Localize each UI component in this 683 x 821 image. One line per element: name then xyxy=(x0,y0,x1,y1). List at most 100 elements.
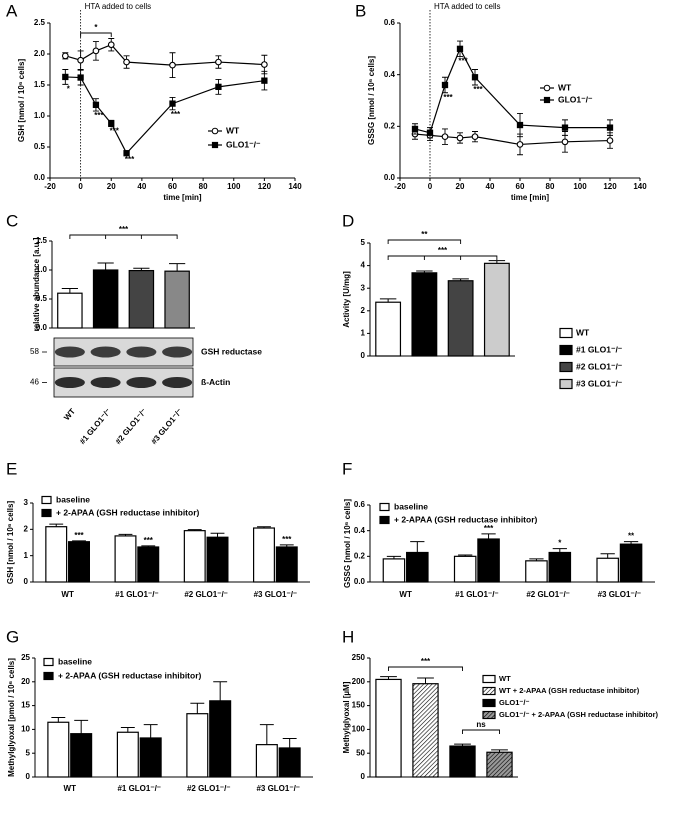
y-tick-label: 0.0 xyxy=(36,323,48,332)
y-tick-label: 0.5 xyxy=(34,142,46,151)
point xyxy=(561,138,569,146)
bar xyxy=(186,713,209,778)
y-tick-label: 2 xyxy=(24,524,29,533)
legend-swatch xyxy=(482,674,496,684)
significance: *** xyxy=(94,111,104,120)
legend-label: baseline xyxy=(394,501,428,511)
legend-label: GLO1⁻/⁻ xyxy=(558,94,593,104)
bracket xyxy=(387,239,462,244)
legend-label: WT xyxy=(499,674,511,683)
point xyxy=(62,73,69,81)
y-tick-label: 1.0 xyxy=(34,111,46,120)
legend-swatch xyxy=(559,344,573,356)
legend-label: baseline xyxy=(58,656,92,666)
y-tick-label: 4 xyxy=(361,261,366,270)
error-bar xyxy=(97,262,114,270)
blot-label: ß-Actin xyxy=(201,377,230,387)
y-tick-label: 250 xyxy=(352,653,366,662)
x-tick-label: #2 GLO1⁻/⁻ xyxy=(526,590,570,599)
y-tick-label: 10 xyxy=(21,725,30,734)
significance: *** xyxy=(473,85,483,94)
annotation: HTA added to cells xyxy=(434,2,501,11)
panel-letter: B xyxy=(355,1,366,20)
legend-swatch xyxy=(43,671,54,681)
panel-letter: G xyxy=(6,627,19,646)
significance: *** xyxy=(110,127,120,136)
y-tick-label: 1.0 xyxy=(36,265,48,274)
legend-label: WT xyxy=(558,82,572,92)
point xyxy=(471,74,479,81)
y-tick-label: 1 xyxy=(24,551,29,560)
bar xyxy=(525,560,548,583)
legend-swatch xyxy=(482,698,496,708)
bar xyxy=(406,551,429,583)
y-tick-label: 200 xyxy=(352,677,366,686)
significance: *** xyxy=(458,57,468,66)
bar xyxy=(453,555,477,583)
panel-letter: A xyxy=(6,1,18,20)
point xyxy=(456,134,464,142)
blot-band xyxy=(54,377,85,388)
x-tick-label: 0 xyxy=(78,182,83,191)
series-line xyxy=(414,47,610,134)
x-tick-label: #3 GLO1⁻/⁻ xyxy=(598,590,642,599)
point xyxy=(561,124,569,131)
legend-label: #1 GLO1⁻/⁻ xyxy=(576,344,623,354)
x-tick-label: 20 xyxy=(456,182,465,191)
significance: *** xyxy=(74,531,84,540)
y-tick-label: 100 xyxy=(352,725,366,734)
bar xyxy=(137,546,160,583)
y-tick-label: 1.5 xyxy=(34,80,46,89)
bracket xyxy=(80,32,112,37)
y-tick-label: 0.6 xyxy=(354,500,366,509)
panel-letter: C xyxy=(6,211,18,230)
bar xyxy=(57,292,83,329)
annotation: HTA added to cells xyxy=(85,2,152,11)
legend-label: baseline xyxy=(56,494,90,504)
y-tick-label: 0.2 xyxy=(354,551,366,560)
bar xyxy=(255,744,278,778)
y-axis-label: GSH [nmol / 10⁶ cells] xyxy=(17,59,26,143)
significance: *** xyxy=(144,536,154,545)
error-bar xyxy=(600,553,615,559)
y-tick-label: 2.0 xyxy=(34,49,46,58)
y-tick-label: 5 xyxy=(361,238,366,247)
blot-band xyxy=(54,346,85,358)
y-tick-label: 2.5 xyxy=(34,18,46,27)
x-tick-label: -20 xyxy=(394,182,406,191)
legend-label: WT xyxy=(576,327,590,337)
significance: * xyxy=(67,84,71,93)
y-tick-label: 0.0 xyxy=(34,173,46,182)
legend-label: WT + 2-APAA (GSH reductase inhibitor) xyxy=(499,686,640,695)
bar xyxy=(92,269,119,329)
x-tick-label: #3 GLO1⁻/⁻ xyxy=(256,784,300,793)
bar xyxy=(47,721,70,778)
bar xyxy=(483,262,510,357)
blot-band xyxy=(162,346,193,358)
point xyxy=(471,133,479,141)
bar xyxy=(206,536,229,583)
bar xyxy=(449,745,476,778)
series-line xyxy=(65,76,265,155)
y-axis-label: relative abundance [a.u.] xyxy=(32,237,41,331)
blot-marker: 58 xyxy=(30,347,39,356)
x-tick-label: 100 xyxy=(227,182,241,191)
significance: ** xyxy=(628,532,635,541)
bar xyxy=(596,557,619,583)
y-tick-label: 0 xyxy=(361,772,366,781)
point xyxy=(123,150,130,157)
bar xyxy=(619,543,643,583)
x-tick-label: WT xyxy=(61,590,74,599)
x-tick-label: 40 xyxy=(137,182,146,191)
x-tick-label: 20 xyxy=(107,182,116,191)
point xyxy=(516,121,524,129)
error-bar xyxy=(143,724,158,738)
legend-label: + 2-APAA (GSH reductase inhibitor) xyxy=(56,507,200,517)
y-tick-label: 0 xyxy=(361,351,366,360)
point xyxy=(261,77,268,84)
blot-band xyxy=(126,346,157,358)
bar xyxy=(128,269,155,329)
y-axis-label: GSSG [nmol / 10⁶ cells] xyxy=(343,499,352,588)
